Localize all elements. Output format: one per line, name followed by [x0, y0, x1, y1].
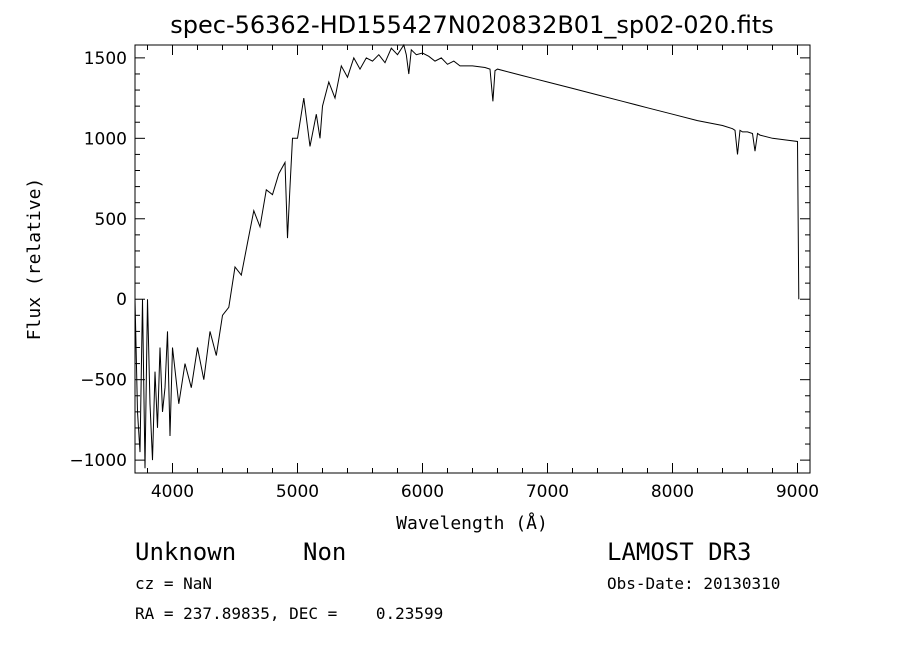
spectrum-line: [134, 43, 800, 469]
obs-date: Obs-Date: 20130310: [607, 574, 781, 593]
y-tick-label: 1500: [84, 49, 127, 69]
chart-title: spec-56362-HD155427N020832B01_sp02-020.f…: [170, 11, 774, 39]
y-tick-label: −500: [80, 371, 127, 391]
object-subclass: Non: [303, 538, 347, 566]
x-tick-label: 9000: [776, 482, 819, 502]
y-tick-label: −1000: [69, 451, 127, 471]
y-tick-label: 500: [95, 210, 127, 230]
y-axis-label: Flux (relative): [24, 178, 45, 341]
x-axis: 4000 5000 6000 7000 8000 9000: [147, 45, 819, 502]
survey-name: LAMOST DR3: [607, 538, 752, 566]
y-axis: −1000 −500 0 500 1000 1500: [69, 49, 810, 471]
y-tick-label: 1000: [84, 129, 127, 149]
x-tick-label: 5000: [276, 482, 319, 502]
x-tick-label: 6000: [401, 482, 444, 502]
coordinates: RA = 237.89835, DEC = 0.23599: [135, 604, 444, 623]
x-tick-label: 4000: [151, 482, 194, 502]
x-tick-label: 7000: [526, 482, 569, 502]
x-axis-label: Wavelength (Å): [396, 512, 548, 534]
plot-frame: [134, 44, 811, 474]
redshift-value: cz = NaN: [135, 574, 213, 593]
object-class: Unknown: [135, 538, 237, 566]
x-tick-label: 8000: [651, 482, 694, 502]
y-tick-label: 0: [116, 290, 127, 310]
